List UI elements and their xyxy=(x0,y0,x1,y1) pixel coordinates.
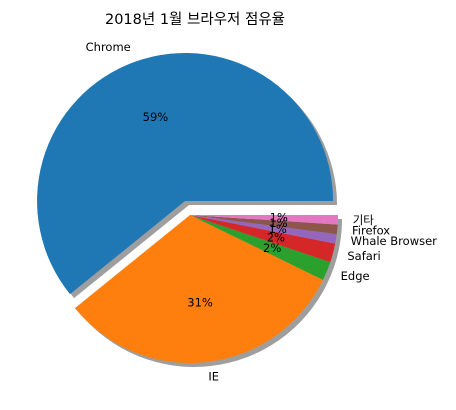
pie-slice-edge xyxy=(190,215,331,280)
category-label-firefox: Firefox xyxy=(352,223,390,237)
percent-label-edge: 2% xyxy=(263,241,281,255)
pie-slice-safari xyxy=(190,215,336,263)
chart-title: 2018년 1월 브라우저 점유율 xyxy=(105,11,285,28)
category-label-chrome: Chrome xyxy=(86,40,131,54)
percent-label-chrome: 59% xyxy=(143,110,169,124)
percent-label-whale-browser: 1% xyxy=(269,222,287,236)
category-label-safari: Safari xyxy=(347,249,380,263)
pie-slice-category-6 xyxy=(190,215,338,225)
category-label-category-6: 기타 xyxy=(353,213,375,227)
pie-slice-ie xyxy=(74,215,324,363)
slice-layer xyxy=(37,53,338,363)
pie-slice-whale-browser xyxy=(190,215,337,244)
category-label-edge: Edge xyxy=(341,269,370,283)
percent-label-ie: 31% xyxy=(187,296,213,310)
category-label-ie: IE xyxy=(208,369,219,383)
percent-label-category-6: 1% xyxy=(270,210,288,224)
pie-slice-chrome xyxy=(37,53,334,295)
pie-slice-firefox xyxy=(190,215,338,235)
percent-label-layer: 59%31%2%2%1%1%1% xyxy=(143,110,288,310)
percent-label-safari: 2% xyxy=(267,230,285,244)
category-label-whale-browser: Whale Browser xyxy=(351,234,438,248)
percent-label-firefox: 1% xyxy=(269,216,287,230)
